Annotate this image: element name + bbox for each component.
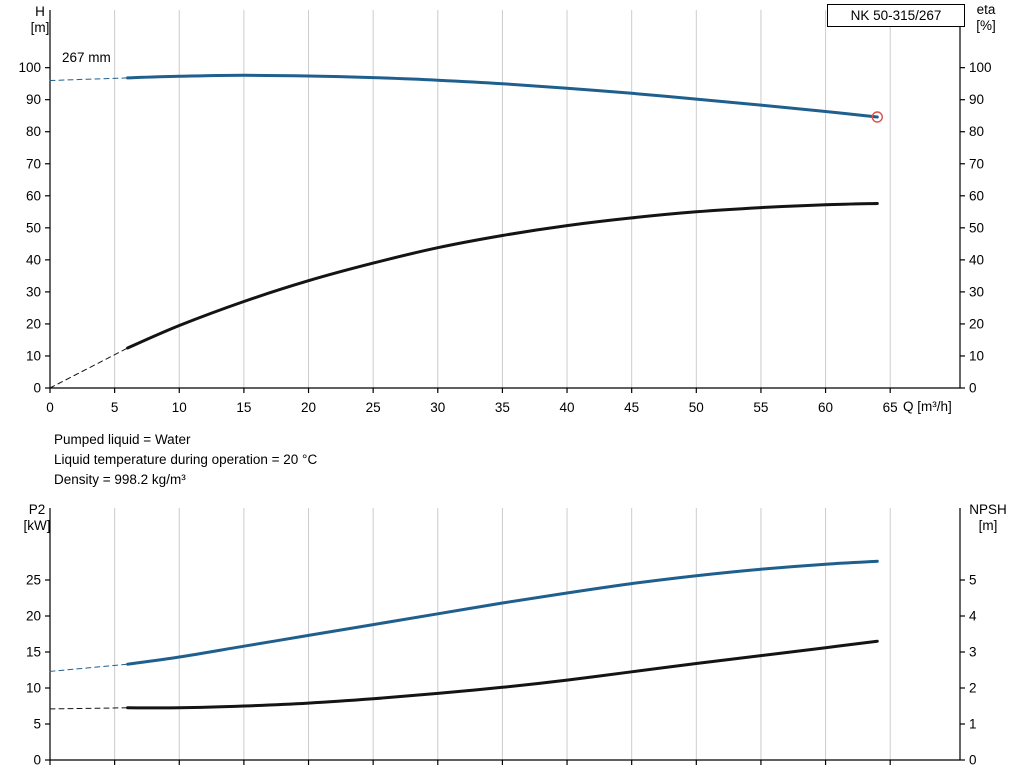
- y-tick-label-left: 50: [26, 220, 41, 235]
- y-tick-label-right: 0: [969, 753, 977, 768]
- info-line-pumped-liquid: Pumped liquid = Water: [54, 432, 191, 447]
- y-tick-label-right: 10: [969, 348, 984, 363]
- x-tick-label: 50: [689, 400, 704, 415]
- p2-curve: [126, 559, 879, 666]
- y-tick-label-right: 70: [969, 156, 984, 171]
- p2-axis-title-line: P2: [28, 502, 46, 517]
- p2-axis-unit-line: [kW]: [23, 518, 51, 533]
- y-tick-label-left: 0: [33, 381, 41, 396]
- y-tick-label-right: 80: [969, 124, 984, 139]
- npsh-axis-title: NPSH [m]: [962, 502, 1014, 534]
- npsh-extrapolation: [49, 707, 129, 710]
- efficiency-curve: [126, 202, 879, 350]
- y-tick-label-right: 0: [969, 381, 977, 396]
- y-tick-label-right: 1: [969, 717, 977, 732]
- x-tick-label: 0: [46, 400, 54, 415]
- x-tick-label: 5: [111, 400, 119, 415]
- y-tick-label-right: 50: [969, 220, 984, 235]
- y-tick-label-left: 10: [26, 681, 41, 696]
- y-tick-label-right: 20: [969, 316, 984, 331]
- head-extrapolation: [49, 77, 129, 81]
- y-tick-label-left: 20: [26, 609, 41, 624]
- x-tick-label: 40: [560, 400, 575, 415]
- y-tick-label-left: 25: [26, 573, 41, 588]
- x-tick-label: 45: [624, 400, 639, 415]
- h-axis-unit-line: [m]: [30, 20, 50, 35]
- y-tick-label-right: 60: [969, 188, 984, 203]
- x-tick-label: 15: [236, 400, 251, 415]
- y-tick-label-left: 15: [26, 645, 41, 660]
- x-tick-label: 35: [495, 400, 510, 415]
- y-tick-label-left: 30: [26, 284, 41, 299]
- impeller-diameter-label: 267 mm: [62, 50, 111, 65]
- y-tick-label-left: 70: [26, 156, 41, 171]
- npsh-curve: [126, 639, 879, 710]
- h-axis-title-line: H: [35, 4, 45, 19]
- eta-axis-title: eta [%]: [964, 2, 1008, 34]
- y-tick-label-left: 5: [33, 717, 41, 732]
- npsh-axis-title-line: NPSH: [969, 502, 1007, 517]
- x-tick-label: 10: [172, 400, 187, 415]
- y-tick-label-left: 90: [26, 92, 41, 107]
- npsh-axis-unit-line: [m]: [978, 518, 998, 533]
- p2-axis-title: P2 [kW]: [16, 502, 58, 534]
- info-line-density: Density = 998.2 kg/m³: [54, 472, 186, 487]
- x-tick-label: 55: [753, 400, 768, 415]
- x-tick-label: 25: [366, 400, 381, 415]
- pump-model-box: NK 50-315/267: [827, 4, 965, 27]
- x-tick-label: 20: [301, 400, 316, 415]
- y-tick-label-left: 20: [26, 316, 41, 331]
- x-tick-label: 60: [818, 400, 833, 415]
- p2-extrapolation: [49, 663, 129, 672]
- y-tick-label-right: 30: [969, 284, 984, 299]
- x-tick-label: 30: [430, 400, 445, 415]
- h-axis-title: H [m]: [22, 4, 58, 36]
- liquid-info-block: Pumped liquid = Water Liquid temperature…: [54, 430, 317, 490]
- eta-axis-unit-line: [%]: [976, 18, 996, 33]
- efficiency-extrapolation: [49, 347, 129, 389]
- y-tick-label-right: 90: [969, 92, 984, 107]
- y-tick-label-left: 60: [26, 188, 41, 203]
- y-tick-label-left: 40: [26, 252, 41, 267]
- q-axis-label: Q [m³/h]: [903, 399, 952, 414]
- y-tick-label-right: 4: [969, 609, 977, 624]
- y-tick-label-right: 100: [969, 60, 992, 75]
- y-tick-label-right: 2: [969, 681, 977, 696]
- y-tick-label-left: 0: [33, 753, 41, 768]
- x-tick-label: 65: [883, 400, 898, 415]
- y-tick-label-right: 5: [969, 573, 977, 588]
- y-tick-label-right: 40: [969, 252, 984, 267]
- eta-axis-title-line: eta: [976, 2, 996, 17]
- y-tick-label-left: 80: [26, 124, 41, 139]
- y-tick-label-left: 100: [18, 60, 41, 75]
- head-curve: [126, 73, 879, 119]
- duty-point-marker: [871, 111, 883, 123]
- y-tick-label-right: 3: [969, 645, 977, 660]
- info-line-temperature: Liquid temperature during operation = 20…: [54, 452, 318, 467]
- head-efficiency-chart: 0 5 10 15 20 25 30 35 40 45 50 55 60 65 0 10 20 30 40 50 60 7…: [18, 10, 992, 415]
- power-npsh-chart: 0 5 10 15 20 25 0 1 2 3 4 5: [26, 508, 977, 768]
- y-tick-label-left: 10: [26, 348, 41, 363]
